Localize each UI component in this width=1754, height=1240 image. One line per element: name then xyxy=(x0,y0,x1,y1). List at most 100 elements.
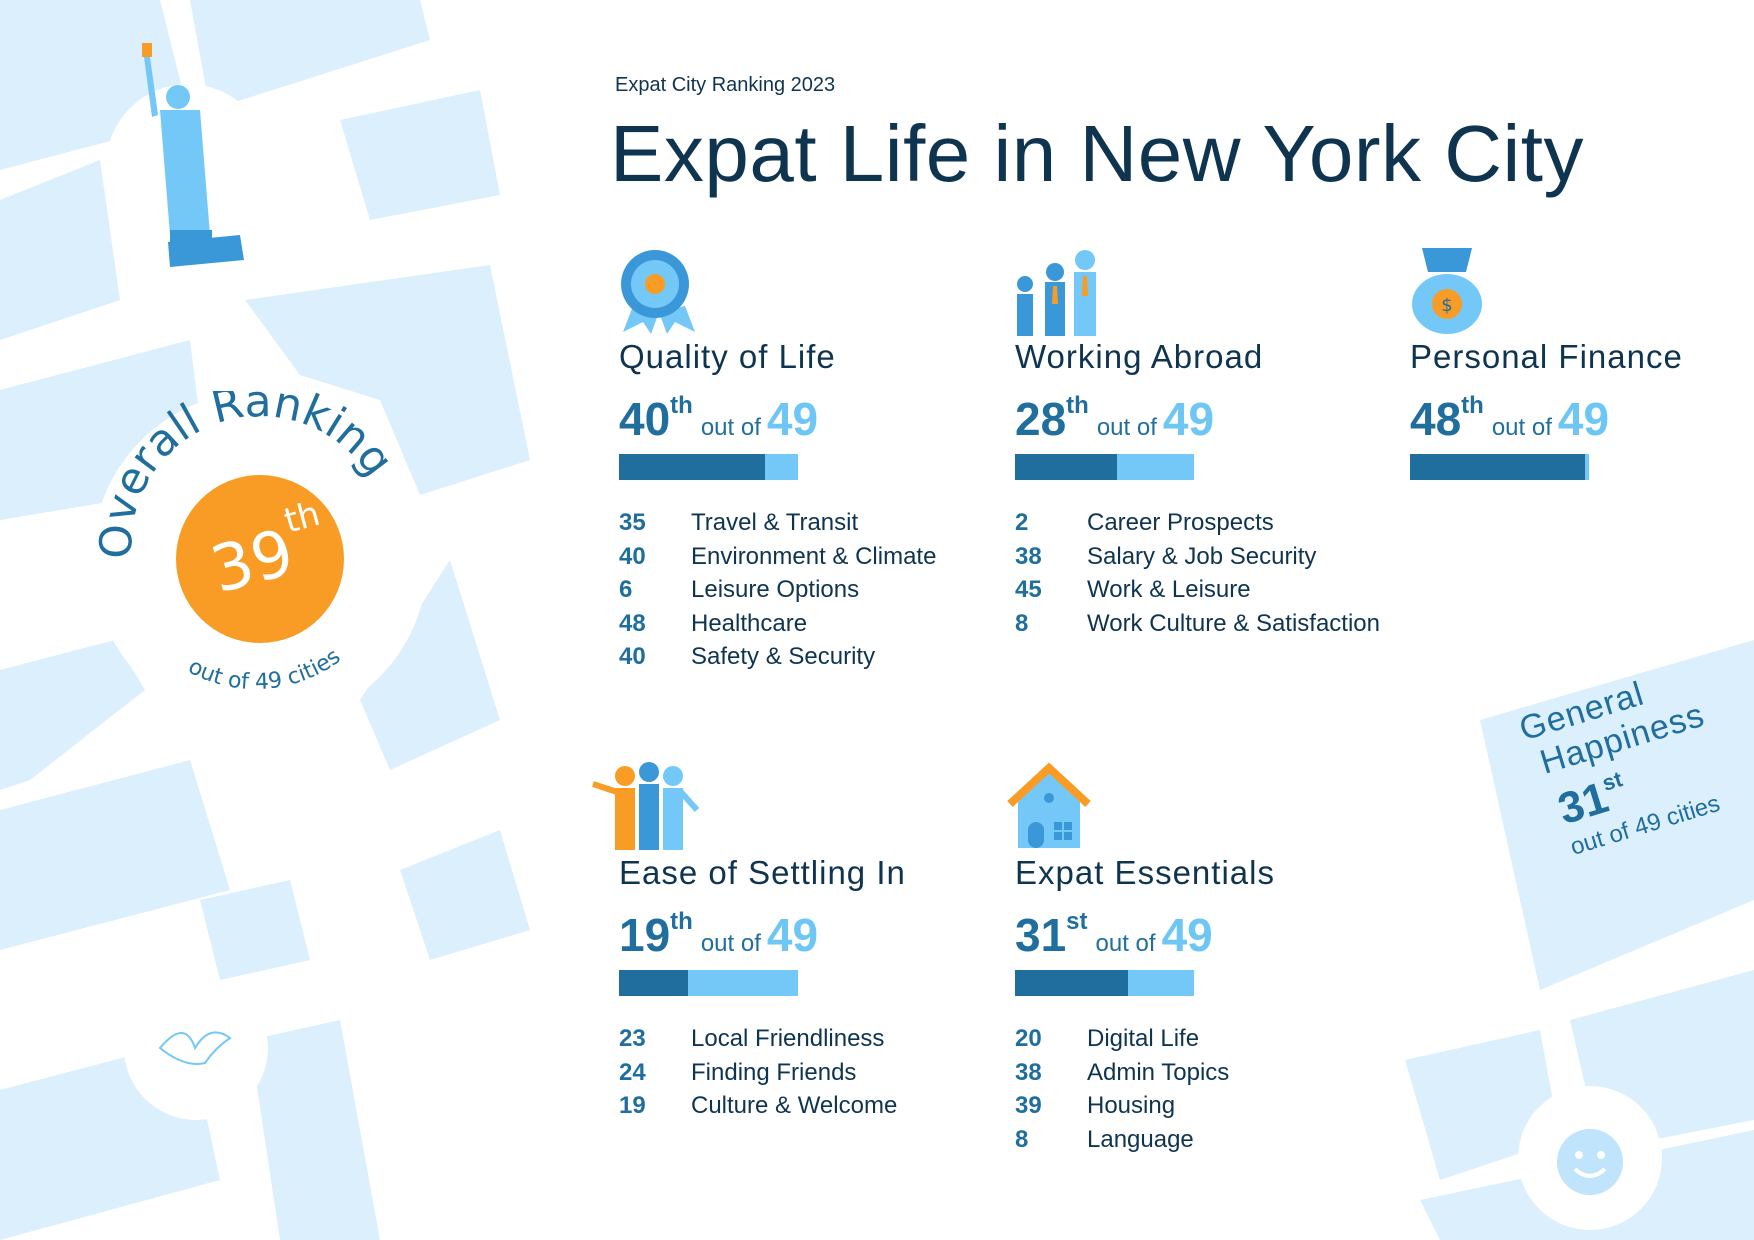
rank-number: 19 xyxy=(619,909,671,961)
rank-number: 48 xyxy=(1410,393,1462,445)
svg-text:$: $ xyxy=(1441,295,1452,316)
out-of-label: out of xyxy=(700,414,761,441)
subcategory-label: Environment & Climate xyxy=(691,542,937,570)
subcategory-label: Culture & Welcome xyxy=(691,1092,898,1119)
rank-progress-bar xyxy=(1410,454,1589,480)
subcategory-row: 6 Leisure Options xyxy=(619,573,999,607)
subcategory-row: 38 Admin Topics xyxy=(1015,1056,1395,1090)
subcategory-label: Leisure Options xyxy=(691,576,860,603)
category-ease-of-settling-in: Ease of Settling In 19thout of 49 23 Local… xyxy=(592,762,999,1123)
rank-progress-fill xyxy=(619,970,689,996)
subcategory-rank: 23 xyxy=(619,1025,646,1052)
subcategory-rank: 40 xyxy=(619,542,646,570)
subcategory-label: Language xyxy=(1087,1125,1194,1153)
house-icon xyxy=(1006,762,1395,854)
rank-total: 49 xyxy=(1557,393,1610,445)
subcategory-row: 39 Housing xyxy=(1015,1089,1395,1123)
subcategory-rank: 8 xyxy=(1015,609,1029,637)
category-title: Expat Essentials xyxy=(1015,854,1275,891)
category-title: Personal Finance xyxy=(1410,338,1683,375)
category-title: Ease of Settling In xyxy=(619,854,906,891)
subcategory-row: 8 Work Culture & Satisfaction xyxy=(1015,607,1395,641)
subcategory-rank: 24 xyxy=(619,1058,646,1086)
rank-number: 31 xyxy=(1015,909,1067,961)
subcategory-label: Career Prospects xyxy=(1087,509,1274,536)
rank-number: 28 xyxy=(1015,393,1067,445)
rank-progress-fill xyxy=(1015,454,1118,480)
friends-icon xyxy=(589,762,999,854)
subcategory-list: 35 Travel & Transit 40 Environment & Climat… xyxy=(619,506,999,674)
category-working-abroad: Working Abroad 28th out of 49 2 Career Pros… xyxy=(1015,246,1395,640)
money-bag-icon: $ xyxy=(1410,246,1754,338)
rank-progress-bar xyxy=(1015,454,1194,480)
rank-total: 49 xyxy=(766,909,819,961)
page-title: Expat Life in New York City xyxy=(610,109,1584,198)
subcategory-label: Safety & Security xyxy=(691,643,876,670)
category-title: Working Abroad xyxy=(1015,338,1264,375)
rank-suffix: th xyxy=(670,908,693,935)
subcategory-label: Digital Life xyxy=(1087,1025,1200,1052)
rank-progress-bar xyxy=(619,970,798,996)
subcategory-row: 38 Salary & Job Security xyxy=(1015,540,1395,574)
business-people-icon xyxy=(1015,246,1395,338)
out-of-label: out of xyxy=(1096,414,1157,441)
subcategory-row: 8 Language xyxy=(1015,1123,1395,1157)
subcategory-list: 20 Digital Life 38 Admin Topics 39 Housing 8 La… xyxy=(1015,1022,1395,1156)
rank-number: 40 xyxy=(619,393,671,445)
subcategory-row: 35 Travel & Transit xyxy=(619,506,999,540)
subcategory-label: Work & Leisure xyxy=(1087,576,1251,603)
subcategory-rank: 48 xyxy=(619,609,646,637)
rank-total: 49 xyxy=(1161,909,1213,961)
subcategory-rank: 45 xyxy=(1015,576,1042,603)
subcategory-rank: 19 xyxy=(619,1092,646,1119)
subcategory-list: 23 Local Friendliness 24 Finding Friends 19 C… xyxy=(619,1022,999,1123)
rank-total: 49 xyxy=(766,393,819,445)
subcategory-row: 20 Digital Life xyxy=(1015,1022,1395,1056)
subcategory-list: 2 Career Prospects 38 Salary & Job Security… xyxy=(1015,506,1395,640)
subcategory-rank: 40 xyxy=(619,643,646,670)
category-personal-finance: $ Personal Finance 48th out of 49 xyxy=(1410,246,1754,480)
statue-of-liberty-icon xyxy=(142,43,244,267)
subcategory-label: Local Friendliness xyxy=(691,1025,885,1052)
rank-progress-bar xyxy=(619,454,798,480)
category-expat-essentials: Expat Essentials 31st out of 49 20 Digital … xyxy=(1007,762,1395,1156)
category-rank: 40th out of 49 xyxy=(619,392,999,445)
out-of-label: out of xyxy=(1095,930,1156,957)
subcategory-row: 19 Culture & Welcome xyxy=(619,1089,999,1123)
category-rank: 31st out of 49 xyxy=(1015,908,1395,961)
out-of-label: out of xyxy=(700,930,761,957)
subcategory-label: Salary & Job Security xyxy=(1087,542,1317,570)
subcategory-row: 48 Healthcare xyxy=(619,607,999,641)
rank-suffix: th xyxy=(670,392,693,419)
overall-rank-circle xyxy=(176,475,344,643)
category-quality-of-life: Quality of Life 40thout of 49 35 Travel & … xyxy=(619,246,999,674)
subcategory-rank: 38 xyxy=(1015,542,1042,570)
category-title: Quality of Life xyxy=(619,338,836,375)
subcategory-row: 24 Finding Friends xyxy=(619,1056,999,1090)
subcategory-label: Work Culture & Satisfaction xyxy=(1087,609,1381,637)
subcategory-row: 2 Career Prospects xyxy=(1015,506,1395,540)
subcategory-label: Housing xyxy=(1087,1092,1176,1119)
subcategory-label: Admin Topics xyxy=(1087,1058,1230,1086)
rank-progress-fill xyxy=(1410,454,1586,480)
subcategory-rank: 38 xyxy=(1015,1058,1042,1086)
subcategory-row: 23 Local Friendliness xyxy=(619,1022,999,1056)
overall-ranking-badge: Overall Ranking 39 th out of 49 cities xyxy=(92,391,403,695)
page-subtitle: Expat City Ranking 2023 xyxy=(615,74,836,96)
subcategory-row: 40 Safety & Security xyxy=(619,640,999,674)
category-rank: 28th out of 49 xyxy=(1015,392,1395,445)
category-rank: 48th out of 49 xyxy=(1410,392,1754,445)
subcategory-row: 40 Environment & Climate xyxy=(619,540,999,574)
rank-progress-fill xyxy=(619,454,766,480)
subcategory-rank: 6 xyxy=(619,576,633,603)
subcategory-rank: 39 xyxy=(1015,1092,1042,1119)
rank-suffix: th xyxy=(1461,392,1484,419)
rank-suffix: st xyxy=(1066,908,1088,935)
subcategory-label: Travel & Transit xyxy=(691,509,859,536)
rank-total: 49 xyxy=(1162,393,1215,445)
rank-suffix: th xyxy=(1066,392,1089,419)
subcategory-rank: 35 xyxy=(619,509,646,536)
subcategory-row: 45 Work & Leisure xyxy=(1015,573,1395,607)
overall-out-of: out of 49 cities xyxy=(184,644,345,695)
